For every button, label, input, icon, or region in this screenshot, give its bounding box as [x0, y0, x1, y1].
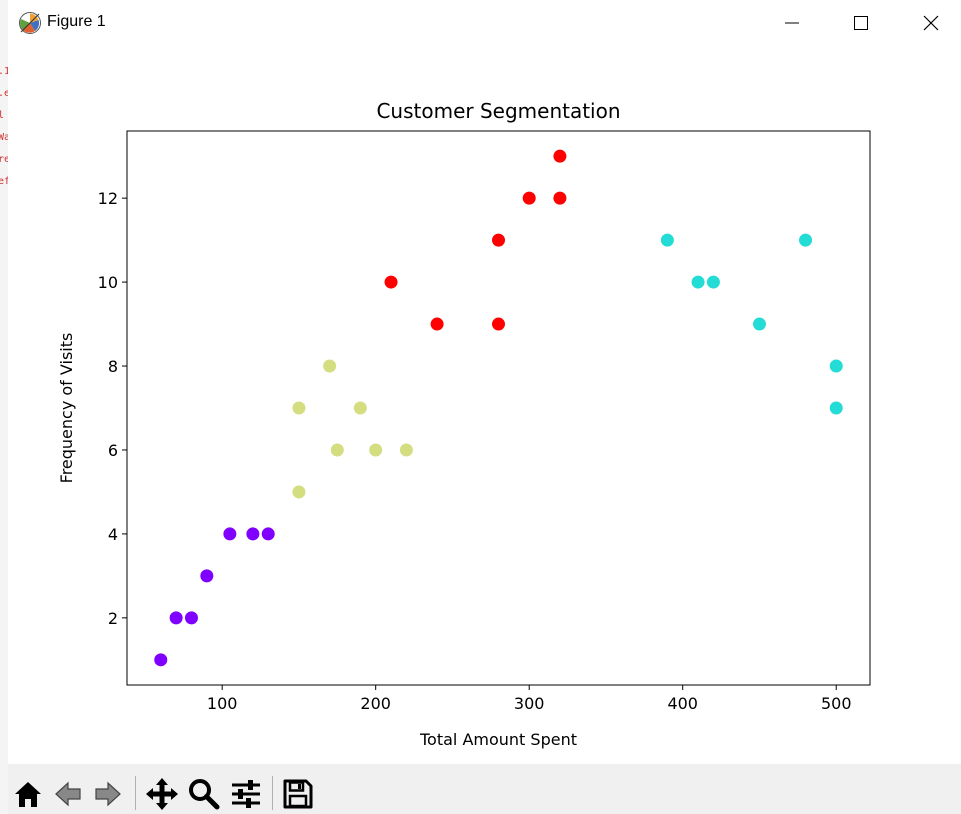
- home-button[interactable]: [10, 776, 46, 812]
- y-tick-label: 12: [98, 189, 118, 208]
- scatter-point-cluster-3: [752, 317, 766, 331]
- title-bar: Figure 1: [8, 0, 961, 46]
- scatter-point-cluster-2: [553, 149, 567, 163]
- scatter-point-cluster-0: [223, 527, 237, 541]
- scatter-point-cluster-1: [323, 359, 337, 373]
- scatter-point-cluster-1: [353, 401, 367, 415]
- close-button[interactable]: [896, 0, 961, 46]
- x-axis-label: Total Amount Spent: [419, 730, 577, 749]
- y-tick-label: 8: [108, 357, 118, 376]
- scatter-point-cluster-2: [522, 191, 536, 205]
- scatter-point-cluster-1: [369, 443, 383, 457]
- x-tick-label: 300: [514, 694, 545, 713]
- chart-title: Customer Segmentation: [376, 99, 620, 123]
- magnifier-icon: [189, 779, 220, 810]
- minimize-icon: [785, 22, 799, 24]
- scatter-point-cluster-0: [184, 611, 198, 625]
- scatter-point-cluster-3: [829, 359, 843, 373]
- x-tick-label: 200: [360, 694, 391, 713]
- y-tick-label: 10: [98, 273, 118, 292]
- scatter-point-cluster-2: [430, 317, 444, 331]
- close-icon: [923, 15, 939, 31]
- figure-window: Figure 1 100 200 300 400 500 2 4 6 8 10 12 Custom…: [8, 0, 961, 814]
- back-button[interactable]: [50, 776, 86, 812]
- pan-button[interactable]: [144, 776, 180, 812]
- y-tick-label: 2: [108, 609, 118, 628]
- zoom-button[interactable]: [186, 776, 222, 812]
- scatter-point-cluster-2: [492, 317, 505, 331]
- maximize-icon: [854, 16, 868, 30]
- toolbar-separator: [135, 776, 136, 810]
- floppy-disk-icon: [283, 779, 313, 809]
- scatter-point-cluster-2: [384, 275, 398, 289]
- scatter-point-cluster-2: [553, 191, 567, 205]
- scatter-point-cluster-0: [169, 611, 183, 625]
- y-tick-label: 4: [108, 525, 118, 544]
- scatter-point-cluster-3: [799, 233, 813, 247]
- x-tick-label: 400: [667, 694, 698, 713]
- x-tick-label: 500: [821, 694, 852, 713]
- axes-frame: [126, 130, 871, 686]
- navigation-toolbar: [8, 764, 961, 814]
- matplotlib-logo-icon: [18, 11, 42, 35]
- scatter-point-cluster-0: [261, 527, 275, 541]
- y-tick-label: 6: [108, 441, 118, 460]
- arrow-left-icon: [55, 781, 81, 807]
- scatter-point-cluster-0: [154, 653, 168, 667]
- x-tick-label: 100: [207, 694, 238, 713]
- scatter-point-cluster-1: [399, 443, 413, 457]
- figure-canvas[interactable]: 100 200 300 400 500 2 4 6 8 10 12 Customer Segmen…: [8, 46, 961, 764]
- y-axis-label: Frequency of Visits: [57, 333, 76, 484]
- home-icon: [15, 782, 41, 807]
- scatter-point-cluster-1: [330, 443, 344, 457]
- arrow-right-icon: [95, 781, 121, 807]
- sliders-icon: [232, 780, 260, 808]
- configure-subplots-button[interactable]: [228, 776, 264, 812]
- scatter-point-cluster-3: [706, 275, 720, 289]
- scatter-point-cluster-1: [292, 401, 306, 415]
- maximize-button[interactable]: [826, 0, 896, 46]
- scatter-point-cluster-3: [691, 275, 705, 289]
- scatter-point-cluster-3: [829, 401, 843, 415]
- scatter-point-cluster-1: [292, 485, 306, 499]
- toolbar-separator: [272, 776, 273, 810]
- scatter-point-cluster-0: [200, 569, 214, 583]
- scatter-point-cluster-0: [246, 527, 260, 541]
- window-title: Figure 1: [47, 13, 106, 30]
- forward-button[interactable]: [90, 776, 126, 812]
- save-button[interactable]: [280, 776, 316, 812]
- move-icon: [146, 778, 178, 810]
- scatter-chart: 100 200 300 400 500 2 4 6 8 10 12 Customer Segmen…: [57, 99, 871, 749]
- minimize-button[interactable]: [757, 0, 827, 46]
- scatter-point-cluster-3: [660, 233, 674, 247]
- scatter-point-cluster-2: [492, 233, 505, 247]
